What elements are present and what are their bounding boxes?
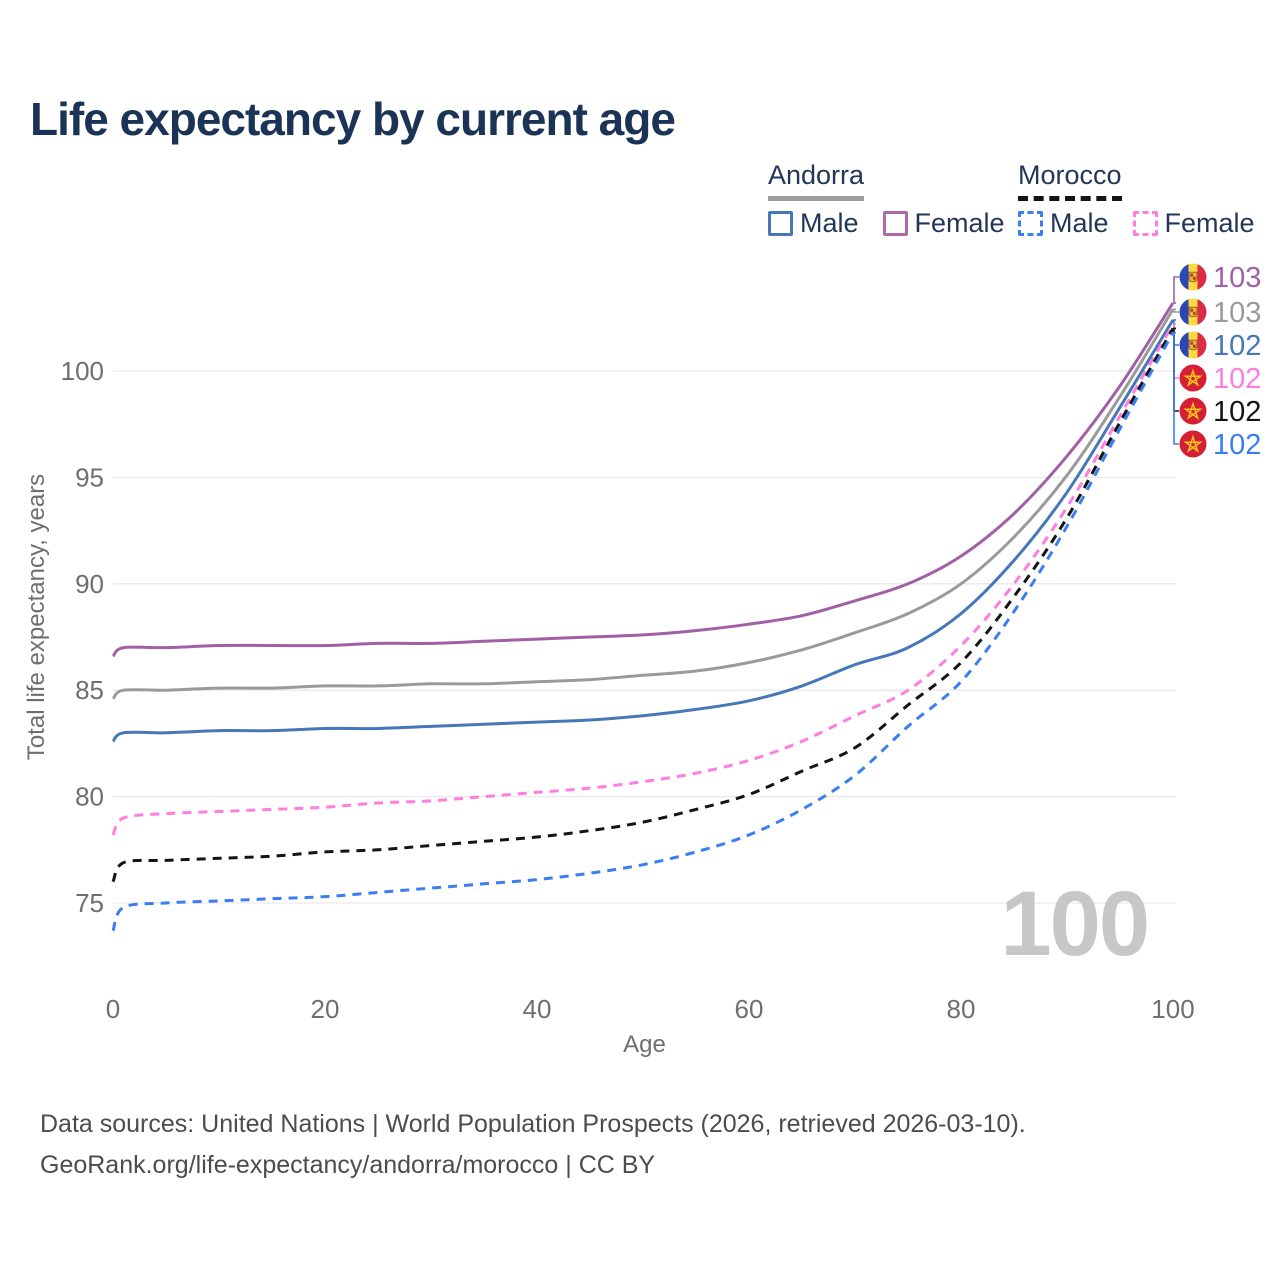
- leader-line: [1173, 276, 1179, 304]
- legend-group-morocco: Morocco Male Female: [1018, 160, 1279, 239]
- y-axis-title: Total life expectancy, years: [23, 474, 50, 760]
- series-line: [111, 331, 1175, 932]
- series-line: [111, 323, 1175, 836]
- footer-data-sources: Data sources: United Nations | World Pop…: [40, 1110, 1026, 1138]
- end-value-label: 102: [1213, 396, 1261, 428]
- series-andorra-female: 103: [111, 262, 1261, 658]
- footer-attribution: GeoRank.org/life-expectancy/andorra/moro…: [40, 1151, 656, 1179]
- end-value-label: 102: [1213, 429, 1261, 461]
- legend-items-morocco: Male Female: [1018, 208, 1279, 239]
- legend-label[interactable]: Male: [800, 208, 859, 238]
- end-value-label: 102: [1213, 363, 1261, 395]
- series-line: [111, 302, 1175, 658]
- age-counter-watermark: 100: [1001, 873, 1149, 975]
- andorra-flag-icon: [1179, 298, 1207, 326]
- morocco-flag-icon: [1179, 397, 1207, 425]
- y-tick-90: 90: [75, 569, 104, 599]
- series-morocco-male: 102: [111, 331, 1261, 932]
- legend-country-morocco: Morocco: [1018, 160, 1122, 201]
- morocco-female-swatch-icon[interactable]: [1132, 211, 1158, 236]
- legend-label[interactable]: Female: [914, 208, 1005, 238]
- legend-label[interactable]: Male: [1050, 208, 1109, 238]
- y-tick-95: 95: [75, 462, 104, 492]
- andorra-female-swatch-icon[interactable]: [882, 211, 908, 236]
- x-tick-20: 20: [311, 994, 340, 1024]
- x-tick-40: 40: [523, 994, 552, 1024]
- end-value-label: 102: [1213, 330, 1261, 362]
- legend-country-andorra: Andorra: [768, 160, 865, 201]
- andorra-flag-icon: [1179, 331, 1207, 359]
- morocco-male-swatch-icon[interactable]: [1018, 211, 1043, 236]
- x-axis-title: Age: [623, 1031, 666, 1058]
- x-tick-60: 60: [735, 994, 764, 1024]
- legend: Andorra Male Female Morocco Male: [0, 160, 1280, 250]
- legend-item-morocco-female[interactable]: Female: [1132, 208, 1255, 239]
- x-tick-100: 100: [1151, 994, 1194, 1024]
- y-tick-80: 80: [75, 782, 104, 812]
- y-tick-75: 75: [75, 888, 104, 918]
- legend-item-andorra-male[interactable]: Male: [768, 208, 859, 239]
- series-andorra-male: 102: [111, 319, 1261, 743]
- leader-line: [1173, 331, 1179, 445]
- leader-line: [1173, 308, 1179, 313]
- legend-items-andorra: Male Female: [768, 208, 1029, 239]
- legend-label[interactable]: Female: [1164, 208, 1255, 238]
- morocco-flag-icon: [1179, 430, 1207, 458]
- y-tick-100: 100: [61, 356, 104, 386]
- series-morocco-female: 102: [111, 323, 1261, 836]
- morocco-flag-icon: [1179, 364, 1207, 392]
- andorra-flag-icon: [1179, 263, 1207, 291]
- andorra-male-swatch-icon[interactable]: [768, 211, 793, 236]
- series-line: [111, 327, 1175, 883]
- page-title: Life expectancy by current age: [30, 93, 676, 145]
- x-tick-0: 0: [106, 994, 120, 1024]
- y-tick-85: 85: [75, 675, 104, 705]
- legend-group-andorra: Andorra Male Female: [768, 160, 1029, 239]
- series-andorra-both-sexes: 103: [111, 297, 1261, 700]
- end-value-label: 103: [1213, 262, 1261, 294]
- legend-item-andorra-female[interactable]: Female: [882, 208, 1005, 239]
- footer: Data sources: United Nations | World Pop…: [40, 1104, 1026, 1186]
- legend-item-morocco-male[interactable]: Male: [1018, 208, 1109, 239]
- end-value-label: 103: [1213, 297, 1261, 329]
- x-tick-80: 80: [947, 994, 976, 1024]
- series-line: [111, 308, 1175, 700]
- series-morocco-both-sexes: 102: [111, 327, 1261, 883]
- series-line: [111, 319, 1175, 743]
